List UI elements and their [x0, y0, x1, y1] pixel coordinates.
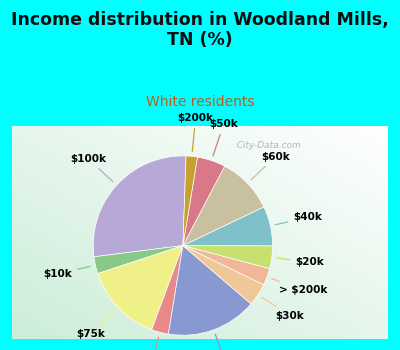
Text: $50k: $50k [209, 119, 238, 156]
Wedge shape [93, 156, 186, 257]
Wedge shape [94, 246, 183, 274]
Text: City-Data.com: City-Data.com [230, 141, 300, 150]
Text: $100k: $100k [70, 154, 113, 182]
Wedge shape [183, 246, 270, 285]
Wedge shape [183, 246, 264, 304]
Wedge shape [183, 157, 225, 246]
Text: $10k: $10k [44, 266, 91, 279]
Wedge shape [183, 246, 272, 268]
Text: Income distribution in Woodland Mills,
TN (%): Income distribution in Woodland Mills, T… [11, 10, 389, 49]
Text: $150k: $150k [132, 337, 168, 350]
Wedge shape [168, 246, 251, 335]
Text: $200k: $200k [178, 113, 214, 152]
Wedge shape [152, 246, 183, 334]
Text: $75k: $75k [76, 311, 115, 339]
Text: $60k: $60k [251, 152, 290, 180]
Wedge shape [183, 166, 264, 246]
Text: $20k: $20k [277, 257, 324, 267]
Wedge shape [98, 246, 183, 330]
Text: > $200k: > $200k [272, 279, 327, 295]
Wedge shape [183, 207, 272, 246]
Text: $125k: $125k [209, 334, 245, 350]
Text: $30k: $30k [262, 298, 304, 321]
Text: $40k: $40k [275, 212, 322, 225]
Text: White residents: White residents [146, 94, 254, 108]
Wedge shape [183, 156, 198, 246]
